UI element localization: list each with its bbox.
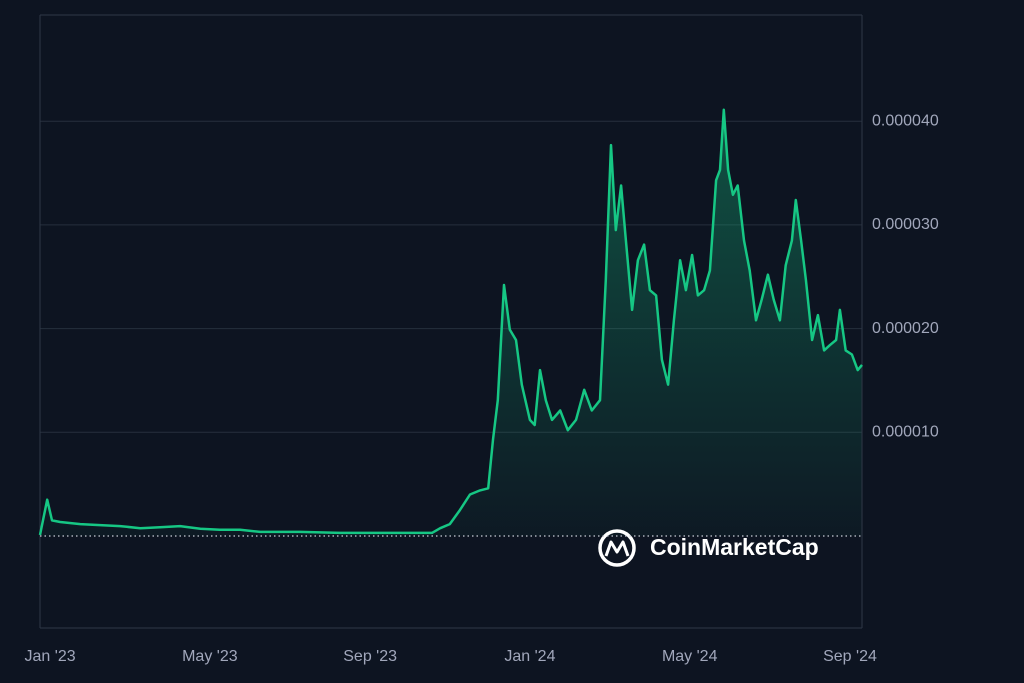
y-tick-label: 0.000040	[872, 112, 939, 129]
area-fill	[40, 109, 862, 537]
watermark: CoinMarketCap	[650, 534, 819, 560]
x-tick-label: Sep '23	[343, 648, 397, 665]
y-tick-label: 0.000010	[872, 424, 939, 441]
x-tick-label: Jan '24	[504, 648, 555, 665]
x-tick-label: May '24	[662, 648, 718, 665]
x-tick-label: Sep '24	[823, 648, 877, 665]
watermark-logo	[598, 529, 636, 567]
logo-ring	[598, 529, 636, 567]
logo-m	[604, 540, 630, 557]
x-tick-label: May '23	[182, 648, 238, 665]
x-tick-label: Jan '23	[25, 648, 76, 665]
price-line	[38, 108, 863, 536]
y-tick-label: 0.000030	[872, 216, 939, 233]
y-tick-label: 0.000020	[872, 320, 939, 337]
